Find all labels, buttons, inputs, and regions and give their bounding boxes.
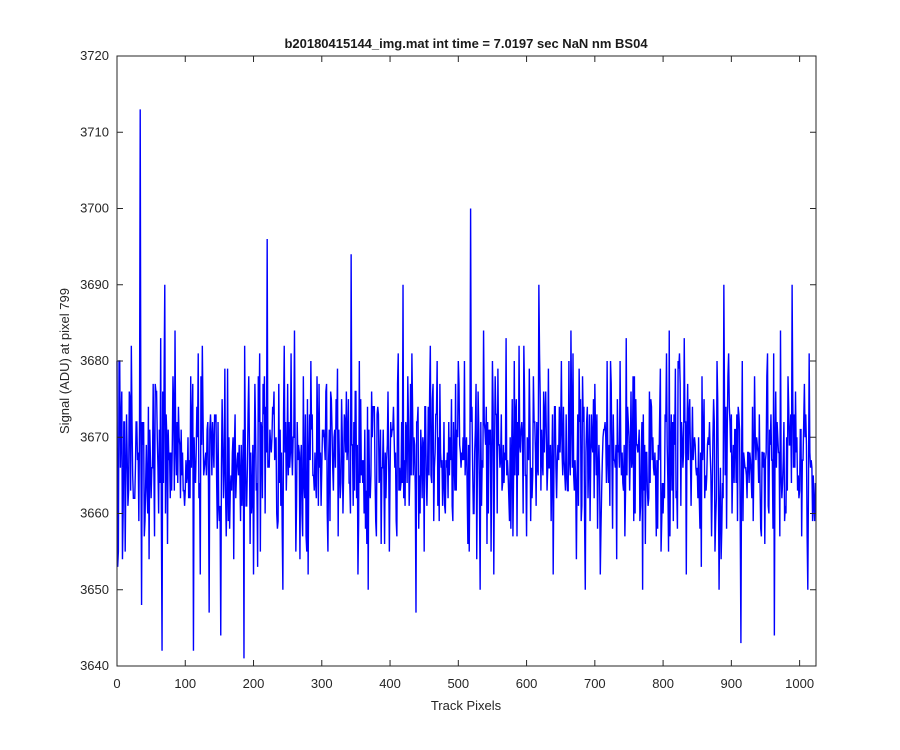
- y-tick-label: 3660: [80, 506, 109, 521]
- x-axis-label: Track Pixels: [431, 698, 502, 713]
- x-tick-label: 600: [516, 676, 538, 691]
- y-tick-label: 3690: [80, 277, 109, 292]
- x-tick-label: 100: [174, 676, 196, 691]
- y-axis: 3640 3650 3660 3670 3680 3690 3700 3710 3720: [80, 48, 816, 673]
- plot-area: [116, 109, 817, 659]
- y-tick-label: 3720: [80, 48, 109, 63]
- y-tick-label: 3710: [80, 124, 109, 139]
- y-axis-label: Signal (ADU) at pixel 799: [57, 288, 72, 434]
- x-tick-label: 0: [113, 676, 120, 691]
- y-tick-label: 3670: [80, 429, 109, 444]
- plot-border: [116, 55, 817, 667]
- chart-title: b20180415144_img.mat int time = 7.0197 s…: [284, 36, 648, 51]
- y-tick-label: 3700: [80, 201, 109, 216]
- y-tick-label: 3640: [80, 658, 109, 673]
- x-tick-label: 400: [379, 676, 401, 691]
- y-tick-label: 3650: [80, 582, 109, 597]
- x-tick-label: 500: [447, 676, 469, 691]
- x-tick-label: 800: [652, 676, 674, 691]
- signal-series-line: [116, 109, 817, 659]
- x-axis: 0 100 200 300 400 500 600 700 800 900 1000: [113, 56, 814, 691]
- y-tick-label: 3680: [80, 353, 109, 368]
- x-tick-label: 200: [243, 676, 265, 691]
- x-tick-label: 1000: [785, 676, 814, 691]
- x-tick-label: 700: [584, 676, 606, 691]
- x-tick-label: 300: [311, 676, 333, 691]
- plot-frame: [116, 55, 817, 667]
- x-tick-label: 900: [721, 676, 743, 691]
